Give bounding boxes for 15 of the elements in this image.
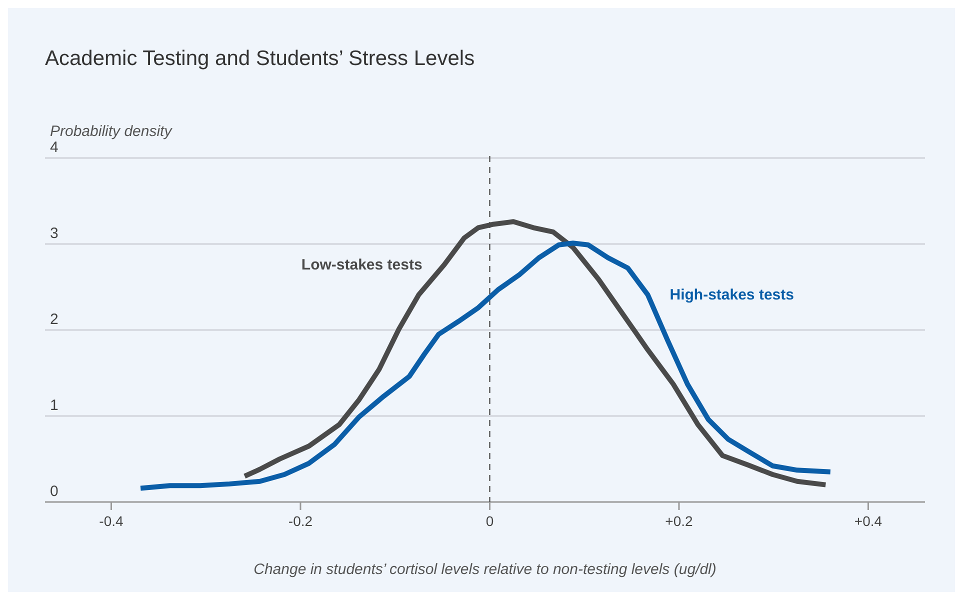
chart-title: Academic Testing and Students’ Stress Levels	[45, 47, 475, 70]
y-tick-label: 2	[50, 311, 58, 328]
x-tick-label: +0.4	[854, 513, 882, 529]
x-tick-label: -0.2	[288, 513, 313, 529]
series-label: Low-stakes tests	[301, 256, 422, 274]
series-label: High-stakes tests	[670, 286, 794, 304]
y-tick-label: 1	[50, 397, 58, 414]
x-tick-label: 0	[486, 513, 494, 529]
y-tick-label: 0	[50, 483, 58, 500]
x-axis-title: Change in students’ cortisol levels relative to non-testing levels (ug/dl)	[254, 561, 716, 578]
x-tick-label: -0.4	[99, 513, 124, 529]
y-axis-title: Probability density	[50, 123, 174, 140]
y-tick-label: 3	[50, 225, 58, 242]
x-tick-label: +0.2	[665, 513, 694, 529]
y-tick-label: 4	[50, 139, 58, 156]
